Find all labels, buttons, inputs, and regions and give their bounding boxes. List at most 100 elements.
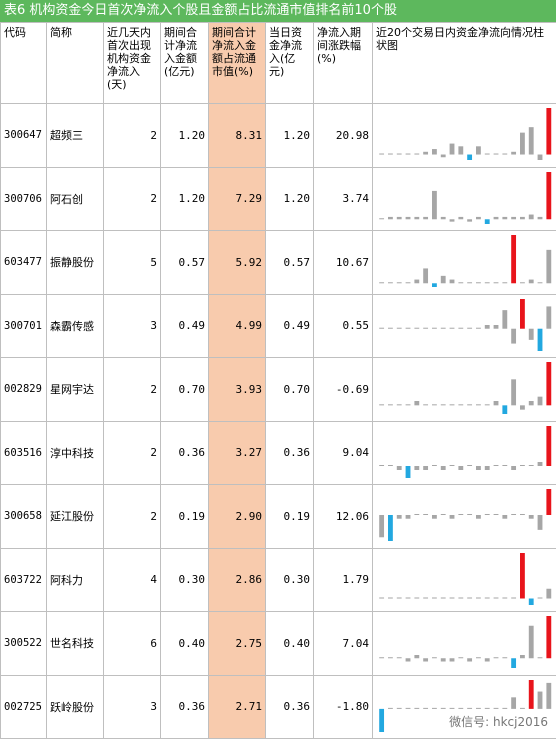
spark-bar xyxy=(406,154,411,155)
cell: 002829 xyxy=(1,358,47,422)
spark-bar xyxy=(476,327,481,328)
sparkline-cell xyxy=(373,548,556,612)
spark-bar xyxy=(529,328,534,339)
spark-bar xyxy=(397,217,402,219)
spark-bar xyxy=(467,708,472,709)
spark-bar xyxy=(476,283,481,284)
header-cell: 代码 xyxy=(1,23,47,104)
spark-bar xyxy=(485,405,490,406)
header-cell: 简称 xyxy=(47,23,104,104)
spark-bar xyxy=(379,658,384,659)
cell: 3 xyxy=(104,294,161,358)
spark-bar xyxy=(538,658,543,659)
cell: 跃岭股份 xyxy=(47,675,104,739)
spark-bar xyxy=(388,154,393,155)
cell: 12.06 xyxy=(314,485,373,549)
spark-bar xyxy=(450,327,455,328)
spark-bar xyxy=(511,466,516,470)
spark-bar xyxy=(494,401,499,405)
spark-bar xyxy=(388,217,393,219)
cell: 3 xyxy=(104,675,161,739)
spark-bar xyxy=(406,597,411,598)
cell: 0.19 xyxy=(161,485,209,549)
spark-bar xyxy=(432,405,437,406)
spark-bar xyxy=(414,514,419,515)
spark-bar xyxy=(406,327,411,328)
cell: 10.67 xyxy=(314,231,373,295)
sparkline xyxy=(373,485,556,547)
cell: 2.90 xyxy=(209,485,266,549)
spark-bar xyxy=(458,405,463,406)
sparkline-cell xyxy=(373,358,556,422)
spark-bar xyxy=(529,214,534,219)
spark-bar xyxy=(441,659,446,662)
spark-bar xyxy=(441,327,446,328)
cell: 0.19 xyxy=(266,485,314,549)
spark-bar xyxy=(485,659,490,662)
spark-bar xyxy=(529,465,534,466)
spark-bar xyxy=(502,406,507,415)
spark-bar xyxy=(388,658,393,659)
spark-bar xyxy=(406,217,411,219)
spark-bar xyxy=(458,217,463,219)
cell: 0.49 xyxy=(266,294,314,358)
spark-bar xyxy=(511,597,516,598)
spark-bar xyxy=(450,659,455,662)
spark-bar xyxy=(529,515,534,519)
spark-bar xyxy=(546,426,551,466)
cell: 1.20 xyxy=(161,167,209,231)
cell: -1.80 xyxy=(314,675,373,739)
spark-bar xyxy=(511,217,516,219)
cell: 002725 xyxy=(1,675,47,739)
spark-bar xyxy=(485,154,490,155)
spark-bar xyxy=(529,680,534,709)
spark-bar xyxy=(520,553,525,599)
spark-bar xyxy=(388,283,393,284)
spark-bar xyxy=(511,328,516,343)
cell: 2 xyxy=(104,358,161,422)
cell: 8.31 xyxy=(209,104,266,168)
cell: 2.75 xyxy=(209,612,266,676)
spark-bar xyxy=(520,217,525,219)
cell: 300647 xyxy=(1,104,47,168)
spark-bar xyxy=(423,152,428,155)
cell: 森霸传感 xyxy=(47,294,104,358)
spark-bar xyxy=(458,658,463,659)
cell: 4 xyxy=(104,548,161,612)
spark-bar xyxy=(485,283,490,284)
header-cell: 期间合计净流入金额(亿元) xyxy=(161,23,209,104)
cell: 5.92 xyxy=(209,231,266,295)
spark-bar xyxy=(450,465,455,466)
spark-bar xyxy=(414,280,419,284)
spark-bar xyxy=(511,514,516,515)
cell: 振静股份 xyxy=(47,231,104,295)
spark-bar xyxy=(432,149,437,154)
spark-bar xyxy=(441,514,446,515)
spark-bar xyxy=(538,597,543,598)
spark-bar xyxy=(441,217,446,219)
header-cell: 当日资金净流入(亿元) xyxy=(266,23,314,104)
spark-bar xyxy=(441,276,446,283)
spark-bar xyxy=(520,299,525,329)
spark-bar xyxy=(379,327,384,328)
spark-bar xyxy=(502,310,507,329)
spark-bar xyxy=(485,325,490,329)
spark-bar xyxy=(546,306,551,328)
spark-bar xyxy=(546,683,551,709)
cell: 1.79 xyxy=(314,548,373,612)
spark-bar xyxy=(494,217,499,219)
spark-bar xyxy=(441,597,446,598)
cell: 0.40 xyxy=(266,612,314,676)
cell: 300706 xyxy=(1,167,47,231)
header-cell: 近几天内首次出现机构资金净流入(天) xyxy=(104,23,161,104)
spark-bar xyxy=(388,327,393,328)
spark-bar xyxy=(538,283,543,284)
spark-bar xyxy=(414,327,419,328)
spark-bar xyxy=(520,708,525,709)
cell: 20.98 xyxy=(314,104,373,168)
spark-bar xyxy=(397,515,402,519)
